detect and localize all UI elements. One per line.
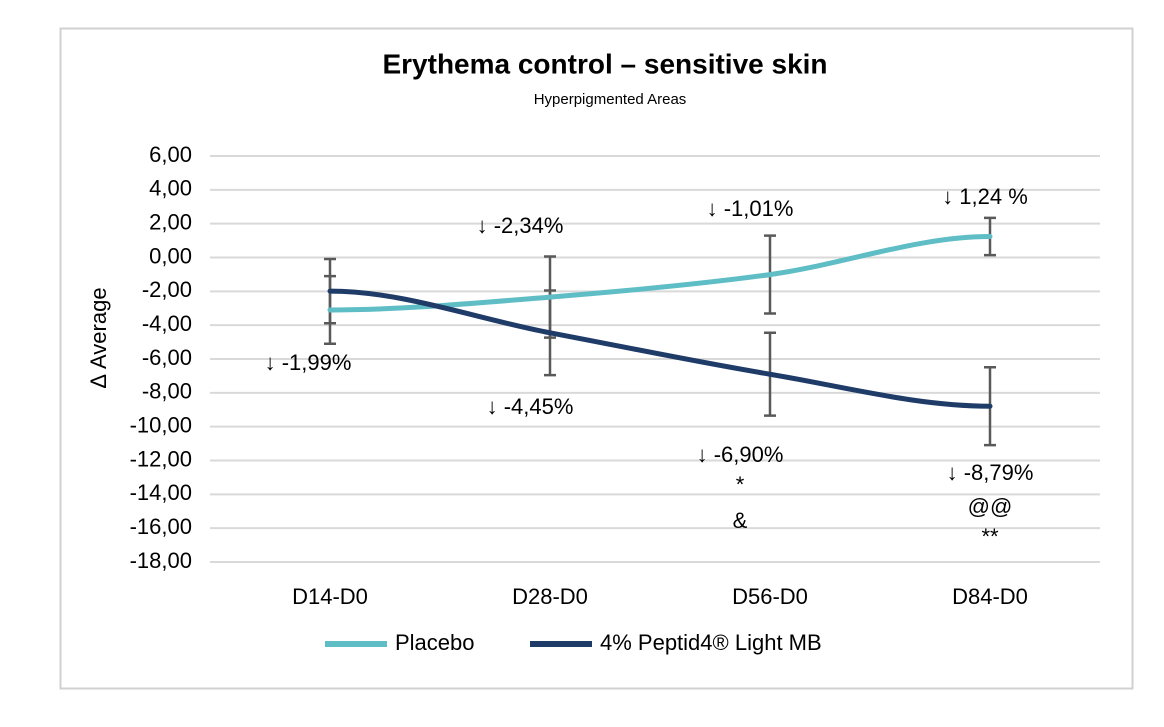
x-tick-label: D14-D0 [292, 584, 368, 609]
y-tick-label: -16,00 [130, 514, 192, 539]
chart-title: Erythema control – sensitive skin [382, 48, 827, 79]
annotation: * [736, 472, 745, 497]
data-label: ↓ -1,01% [707, 196, 794, 221]
x-tick-label: D28-D0 [512, 584, 588, 609]
y-tick-label: -10,00 [130, 412, 192, 437]
y-tick-label: -8,00 [142, 379, 192, 404]
annotation: @@ [968, 494, 1013, 519]
y-tick-label: -4,00 [142, 311, 192, 336]
y-axis-title: Δ Average [86, 287, 111, 388]
data-label: ↓ -1,99% [265, 350, 352, 375]
y-tick-label: -14,00 [130, 480, 192, 505]
series-line [327, 288, 993, 409]
y-tick-label: -18,00 [130, 548, 192, 573]
y-tick-label: 2,00 [149, 209, 192, 234]
y-tick-label: -12,00 [130, 446, 192, 471]
legend-label: 4% Peptid4® Light MB [600, 630, 822, 655]
y-tick-label: 4,00 [149, 176, 192, 201]
x-tick-label: D56-D0 [732, 584, 808, 609]
y-tick-label: 6,00 [149, 142, 192, 167]
data-label: ↓ -2,34% [477, 213, 564, 238]
data-label: ↓ -8,79% [947, 460, 1034, 485]
legend-label: Placebo [395, 630, 475, 655]
y-tick-label: 0,00 [149, 243, 192, 268]
data-label: ↓ -6,90% [697, 442, 784, 467]
y-tick-label: -6,00 [142, 345, 192, 370]
data-label: ↓ -4,45% [487, 394, 574, 419]
annotation: & [733, 508, 748, 533]
y-tick-label: -2,00 [142, 277, 192, 302]
x-tick-label: D84-D0 [952, 584, 1028, 609]
chart-subtitle: Hyperpigmented Areas [534, 91, 687, 108]
data-label: ↓ 1,24 % [942, 184, 1028, 209]
annotation: ** [981, 524, 999, 549]
